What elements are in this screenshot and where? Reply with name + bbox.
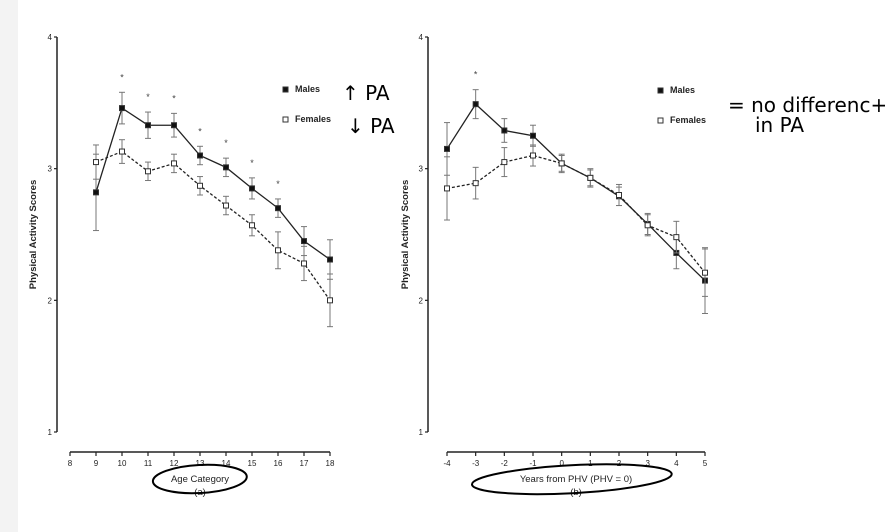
page-edge — [0, 0, 18, 532]
y-tick-label: 4 — [419, 33, 424, 42]
data-point-females — [249, 222, 255, 229]
x-tick-label: 13 — [196, 459, 205, 468]
annotation-no-difference: = no differenc+ — [728, 93, 885, 117]
series-females — [93, 139, 333, 328]
data-point-females — [673, 234, 680, 241]
data-point-females — [444, 185, 450, 192]
data-point-females — [530, 152, 536, 159]
series-females — [444, 144, 708, 297]
legend-label-females: Females — [295, 114, 331, 124]
legend-marker-males — [282, 86, 289, 93]
significance-marker: * — [146, 92, 150, 102]
x-tick-label: 4 — [674, 459, 679, 468]
x-tick-label: 11 — [144, 459, 153, 468]
y-axis-label: Physical Activity Scores — [400, 180, 411, 289]
y-axis-label: Physical Activity Scores — [28, 180, 39, 289]
x-axis-label: Age Category — [171, 474, 229, 485]
data-point-males — [327, 256, 333, 263]
data-point-males — [275, 205, 281, 212]
x-tick-label: -2 — [501, 459, 509, 468]
x-tick-label: -4 — [443, 459, 451, 468]
series-line-females — [446, 154, 706, 274]
data-point-females — [616, 192, 622, 198]
data-point-females — [197, 182, 203, 189]
significance-marker: * — [198, 126, 202, 136]
legend-marker-males — [657, 87, 664, 94]
legend-marker-females — [657, 117, 664, 124]
significance-marker: * — [474, 70, 478, 80]
data-point-females — [327, 297, 333, 304]
x-tick-label: 10 — [118, 459, 127, 468]
data-point-males — [119, 105, 125, 112]
significance-marker: * — [276, 179, 280, 189]
x-tick-label: 16 — [274, 459, 283, 468]
y-tick-label: 1 — [48, 428, 53, 437]
data-point-females — [119, 148, 125, 155]
data-point-males — [249, 185, 255, 192]
legend-label-females: Females — [670, 115, 706, 125]
x-tick-label: 18 — [326, 459, 335, 468]
y-tick-label: 1 — [419, 428, 424, 437]
data-point-females — [145, 168, 151, 175]
y-tick-label: 3 — [419, 165, 424, 174]
x-tick-label: 9 — [94, 459, 99, 468]
significance-marker: * — [250, 158, 254, 168]
series-line-females — [95, 150, 331, 301]
data-point-females — [644, 222, 651, 229]
x-tick-label: 0 — [559, 459, 564, 468]
data-point-females — [702, 269, 708, 276]
data-point-females — [275, 247, 281, 254]
x-tick-label: 15 — [248, 459, 257, 468]
significance-marker: * — [224, 138, 228, 148]
data-point-females — [171, 160, 177, 167]
data-point-females — [301, 260, 307, 267]
series-line-males — [446, 103, 706, 282]
significance-marker: * — [172, 93, 176, 103]
data-point-males — [530, 132, 536, 139]
significance-marker: * — [120, 72, 124, 82]
y-tick-label: 3 — [48, 165, 53, 174]
hand-drawn-circle — [151, 463, 248, 495]
hand-drawn-circle — [470, 463, 673, 496]
x-tick-label: 8 — [68, 459, 73, 468]
data-point-males — [197, 152, 203, 159]
data-point-males — [472, 101, 479, 108]
data-point-females — [93, 159, 99, 166]
legend-label-males: Males — [670, 85, 695, 95]
x-tick-label: 12 — [170, 459, 179, 468]
data-point-females — [223, 202, 229, 209]
x-axis-label: Years from PHV (PHV = 0) — [520, 474, 632, 485]
y-tick-label: 4 — [48, 33, 53, 42]
x-tick-label: -1 — [529, 459, 537, 468]
y-tick-label: 2 — [419, 296, 424, 305]
x-tick-label: -3 — [472, 459, 480, 468]
data-point-females — [501, 159, 508, 166]
data-point-females — [558, 160, 565, 167]
data-point-males — [145, 122, 151, 129]
data-point-males — [301, 238, 307, 245]
legend-marker-females — [282, 116, 289, 123]
x-tick-label: 5 — [703, 459, 708, 468]
x-tick-label: 14 — [222, 459, 231, 468]
data-point-males — [171, 122, 177, 129]
annotation-in-pa: in PA — [755, 113, 804, 137]
x-tick-label: 3 — [645, 459, 650, 468]
annotation-males-pa: ↑ PA — [342, 81, 390, 105]
data-point-males — [444, 145, 450, 152]
data-point-males — [501, 127, 508, 134]
annotation-females-pa: ↓ PA — [347, 114, 395, 138]
data-point-females — [472, 180, 479, 187]
y-tick-label: 2 — [48, 296, 53, 305]
x-tick-label: 17 — [300, 459, 309, 468]
data-point-males — [223, 164, 229, 171]
data-point-females — [587, 174, 594, 181]
legend-label-males: Males — [295, 84, 320, 94]
series-line-males — [95, 107, 331, 261]
series-males — [444, 89, 708, 314]
data-point-males — [93, 189, 99, 196]
